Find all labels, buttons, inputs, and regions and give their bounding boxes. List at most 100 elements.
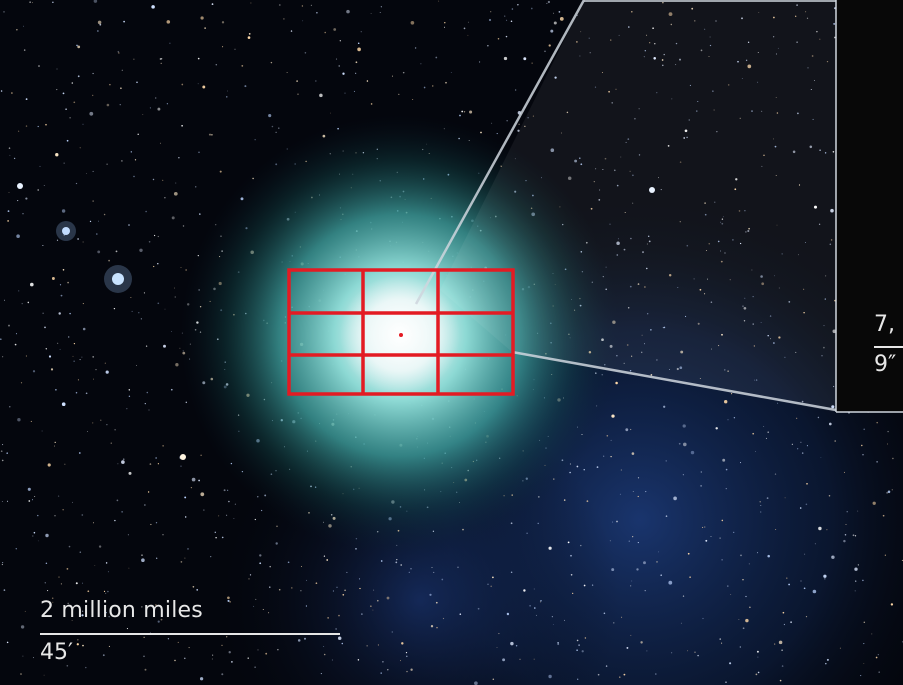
star (725, 681, 727, 683)
star (387, 669, 389, 671)
star (658, 551, 660, 553)
star (767, 554, 770, 558)
star (326, 559, 329, 561)
star (145, 210, 147, 213)
star (830, 239, 833, 241)
star (100, 419, 102, 421)
star (157, 262, 159, 265)
star (875, 656, 878, 659)
star (401, 642, 404, 645)
star (646, 650, 648, 652)
star (97, 250, 101, 254)
star (323, 653, 326, 656)
star (81, 614, 84, 617)
star (196, 589, 199, 591)
star (291, 587, 293, 589)
star (121, 460, 125, 464)
star (676, 367, 679, 371)
star (813, 205, 818, 209)
star (178, 157, 180, 159)
star (823, 346, 825, 349)
star (767, 431, 769, 433)
star (739, 117, 741, 119)
star (749, 606, 751, 609)
star (710, 301, 713, 303)
star (179, 347, 181, 349)
star (824, 578, 826, 580)
star (241, 65, 244, 67)
scale-distance-label: 2 million miles (40, 598, 203, 623)
star (200, 16, 204, 20)
star (226, 636, 228, 638)
star (630, 428, 632, 431)
star (616, 520, 618, 523)
star (878, 671, 880, 673)
star (17, 418, 21, 422)
star (505, 35, 508, 38)
star (812, 589, 817, 594)
star (160, 618, 163, 621)
star (610, 455, 612, 458)
star (7, 220, 9, 222)
star (687, 650, 689, 652)
star (800, 580, 802, 582)
star (611, 568, 615, 572)
grid-border (287, 268, 515, 396)
star (554, 76, 557, 79)
star (423, 86, 426, 89)
star (679, 221, 681, 223)
star (43, 184, 45, 187)
star (529, 604, 531, 607)
star (155, 457, 157, 459)
star (47, 463, 51, 467)
star (663, 53, 665, 56)
star (709, 36, 711, 38)
star (560, 132, 562, 134)
star (757, 552, 759, 554)
star (204, 27, 206, 29)
star (602, 169, 604, 170)
star (244, 85, 247, 88)
star (197, 83, 199, 85)
star (646, 267, 648, 270)
star (171, 216, 175, 220)
star (611, 414, 615, 418)
star (813, 80, 815, 82)
star (191, 477, 196, 482)
star (174, 296, 176, 298)
star (710, 536, 712, 538)
star (611, 102, 613, 104)
star (185, 269, 187, 271)
star (753, 379, 755, 381)
star (410, 568, 412, 570)
star (662, 1, 664, 4)
star (265, 652, 268, 655)
star (268, 114, 272, 118)
star (621, 616, 623, 618)
star (846, 511, 848, 513)
star (379, 11, 381, 13)
star (654, 43, 656, 45)
star (21, 302, 23, 305)
star (871, 633, 873, 635)
star (32, 657, 35, 659)
star (315, 582, 318, 585)
star (637, 283, 640, 285)
star (638, 154, 641, 156)
star (22, 655, 24, 657)
star (550, 148, 555, 152)
star (278, 127, 280, 129)
star (366, 80, 369, 82)
star (643, 56, 645, 58)
star (301, 5, 304, 7)
star (479, 61, 481, 63)
star (20, 673, 22, 675)
star (57, 495, 60, 497)
star (552, 624, 554, 625)
star (887, 430, 889, 433)
star (630, 585, 632, 587)
star (99, 23, 102, 26)
star (630, 634, 632, 636)
star (799, 507, 802, 509)
